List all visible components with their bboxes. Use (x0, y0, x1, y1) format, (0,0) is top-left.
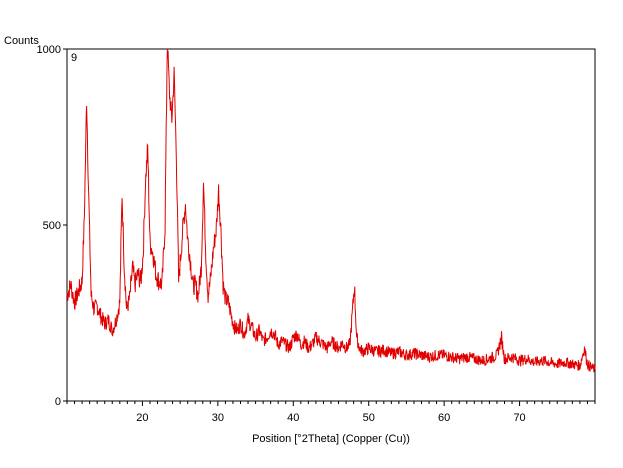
y-tick-label: 1000 (37, 44, 61, 56)
x-tick-label: 20 (136, 412, 148, 424)
plot-frame (66, 48, 596, 402)
series-line-counts (66, 48, 596, 373)
panel-label: 9 (71, 52, 77, 64)
x-axis-label: Position [°2Theta] (Copper (Cu)) (252, 433, 410, 445)
y-tick-label: 500 (43, 220, 61, 232)
y-tick-label: 0 (55, 396, 61, 408)
x-tick-label: 60 (438, 412, 450, 424)
y-axis-label: Counts (4, 35, 39, 47)
plot-area: 9 0 500 1000 20 30 40 50 60 70 (37, 44, 596, 424)
x-tick-label: 50 (363, 412, 375, 424)
x-axis-ticks: 20 30 40 50 60 70 (66, 401, 596, 424)
x-tick-label: 40 (287, 412, 299, 424)
y-axis-ticks: 0 500 1000 (37, 44, 67, 408)
x-tick-label: 70 (513, 412, 525, 424)
x-tick-label: 30 (212, 412, 224, 424)
